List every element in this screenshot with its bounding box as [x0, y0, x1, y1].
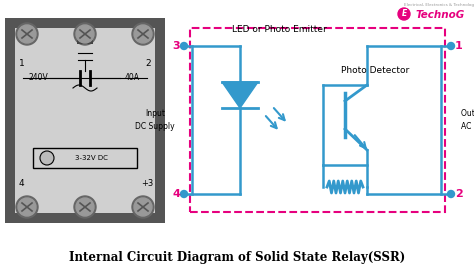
- Text: 2: 2: [455, 189, 463, 199]
- Text: Electrical, Electronics & Technology: Electrical, Electronics & Technology: [404, 3, 474, 7]
- Text: 40A: 40A: [125, 73, 140, 82]
- Circle shape: [181, 191, 188, 197]
- Text: Photo Detector: Photo Detector: [341, 66, 409, 75]
- Text: 1: 1: [19, 59, 25, 68]
- Circle shape: [76, 198, 94, 216]
- Circle shape: [74, 196, 96, 218]
- Circle shape: [16, 23, 38, 45]
- Circle shape: [398, 8, 410, 20]
- Circle shape: [134, 198, 152, 216]
- Text: 3-32V DC: 3-32V DC: [74, 155, 108, 161]
- Text: LED or Photo Emitter: LED or Photo Emitter: [232, 25, 327, 34]
- Text: 4: 4: [172, 189, 180, 199]
- Circle shape: [76, 25, 94, 43]
- Text: TechnoG: TechnoG: [416, 10, 465, 20]
- Circle shape: [40, 151, 54, 165]
- Circle shape: [74, 23, 96, 45]
- Text: Internal Circuit Diagram of Solid State Relay(SSR): Internal Circuit Diagram of Solid State …: [69, 251, 405, 264]
- Circle shape: [134, 25, 152, 43]
- Bar: [33, 148, 137, 168]
- Circle shape: [447, 191, 455, 197]
- Text: 3: 3: [172, 41, 180, 51]
- Text: Output to
AC Load Circuit: Output to AC Load Circuit: [461, 109, 474, 131]
- Bar: [190, 28, 445, 212]
- Text: 240V: 240V: [29, 73, 49, 82]
- Text: 1: 1: [455, 41, 463, 51]
- Circle shape: [16, 196, 38, 218]
- Circle shape: [18, 198, 36, 216]
- Circle shape: [447, 42, 455, 50]
- Circle shape: [18, 25, 36, 43]
- Text: 4: 4: [19, 179, 25, 188]
- Polygon shape: [222, 82, 258, 108]
- Circle shape: [132, 196, 154, 218]
- Text: +3: +3: [141, 179, 153, 188]
- Text: 2: 2: [145, 59, 151, 68]
- Bar: [5, 18, 165, 223]
- Text: Input
DC Supply: Input DC Supply: [135, 109, 175, 131]
- Text: E: E: [401, 10, 407, 19]
- Circle shape: [181, 42, 188, 50]
- Bar: [77, 30, 93, 44]
- Bar: [15, 28, 155, 213]
- Circle shape: [132, 23, 154, 45]
